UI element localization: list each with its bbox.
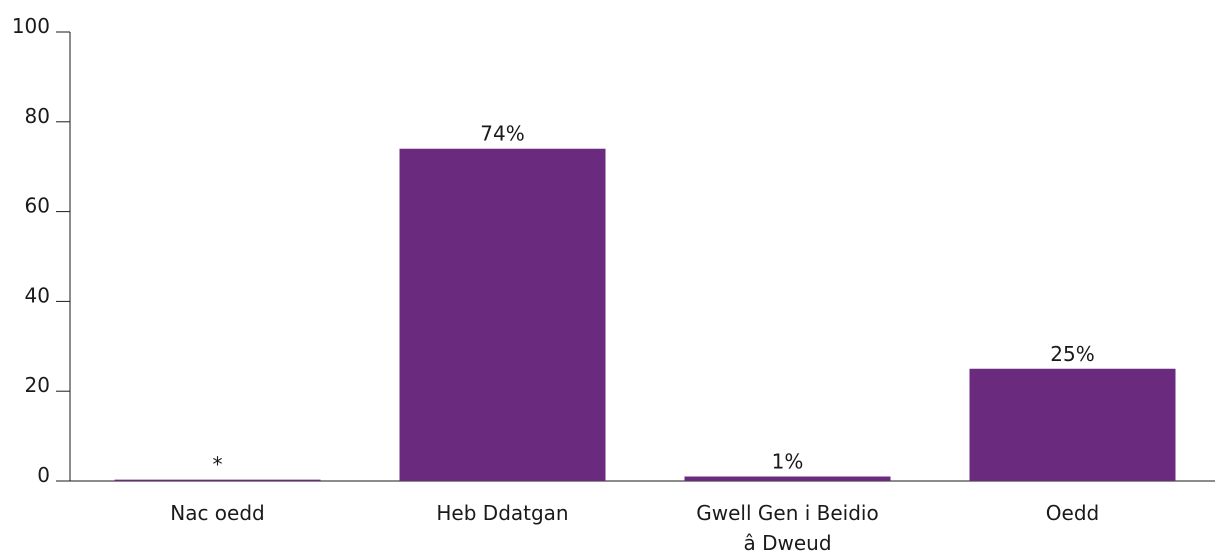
data-label: 25% bbox=[1050, 342, 1094, 366]
category-label: Gwell Gen i Beidio bbox=[696, 501, 878, 525]
y-tick-label: 0 bbox=[37, 463, 50, 487]
y-tick-label: 100 bbox=[12, 14, 50, 38]
category-label: Heb Ddatgan bbox=[436, 501, 568, 525]
bar bbox=[399, 148, 606, 482]
data-label: 74% bbox=[480, 122, 524, 146]
y-tick-label: 80 bbox=[25, 104, 50, 128]
category-labels: Nac oedd Heb Ddatgan Gwell Gen i Beidio â D… bbox=[170, 501, 1099, 553]
category-label: Oedd bbox=[1046, 501, 1099, 525]
category-label: Nac oedd bbox=[170, 501, 265, 525]
y-tick-label: 40 bbox=[25, 283, 50, 307]
bar bbox=[114, 479, 321, 481]
category-label: â Dweud bbox=[743, 531, 831, 553]
y-tick-label: 60 bbox=[25, 194, 50, 218]
data-label: 1% bbox=[772, 450, 804, 474]
bar bbox=[969, 368, 1176, 481]
bars bbox=[114, 148, 1176, 482]
data-labels: * 74% 1% 25% bbox=[213, 122, 1095, 477]
bar bbox=[684, 476, 891, 481]
y-tick-label: 20 bbox=[25, 373, 50, 397]
data-label: * bbox=[213, 453, 223, 477]
